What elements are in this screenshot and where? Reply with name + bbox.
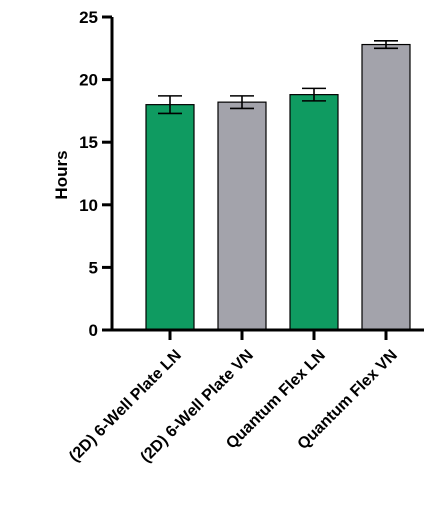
bar xyxy=(361,43,411,331)
bars xyxy=(145,39,411,331)
y-tick-label: 20 xyxy=(79,71,98,90)
y-axis: 0 5 10 15 20 25 xyxy=(79,8,114,340)
x-axis: (2D) 6-Well Plate LN(2D) 6-Well Plate VN… xyxy=(66,328,424,466)
y-tick-label: 5 xyxy=(89,258,98,277)
y-tick-label: 25 xyxy=(79,8,98,27)
bar xyxy=(217,101,267,331)
bar xyxy=(145,104,195,331)
y-tick-label: 0 xyxy=(89,321,98,340)
bar xyxy=(289,94,339,331)
y-axis-title: Hours xyxy=(52,150,71,199)
y-tick-label: 15 xyxy=(79,133,98,152)
y-tick-label: 10 xyxy=(79,196,98,215)
